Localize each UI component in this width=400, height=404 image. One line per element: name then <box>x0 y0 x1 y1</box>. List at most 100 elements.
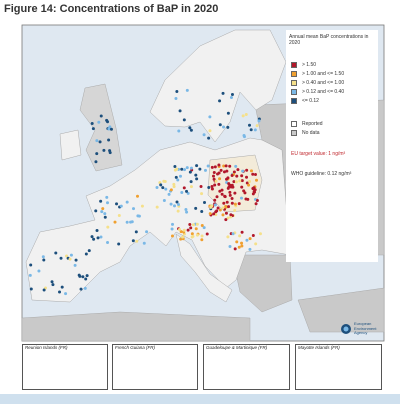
station-dot <box>213 203 217 207</box>
station-dot <box>79 287 83 291</box>
station-dot <box>65 254 69 258</box>
legend-label: > 0.40 and <= 1.00 <box>302 79 345 86</box>
station-dot <box>253 128 257 132</box>
station-dot <box>200 238 204 242</box>
station-dot <box>230 201 234 205</box>
station-dot <box>170 227 174 231</box>
logo-line: Agency <box>354 330 368 335</box>
station-dot <box>200 192 204 196</box>
station-dot <box>244 112 248 116</box>
station-dot <box>181 235 185 239</box>
station-dot <box>106 120 110 124</box>
station-dot <box>238 234 242 238</box>
station-dot <box>198 167 202 171</box>
station-dot <box>169 202 173 206</box>
station-dot <box>85 274 89 278</box>
station-dot <box>94 209 98 213</box>
station-dot <box>37 269 41 273</box>
station-dot <box>208 129 212 133</box>
station-dot <box>219 168 223 172</box>
station-dot <box>222 164 226 168</box>
legend-swatch <box>291 61 297 68</box>
station-dot <box>243 191 247 195</box>
station-dot <box>208 115 212 119</box>
station-dot <box>117 242 121 246</box>
station-dot <box>99 114 103 118</box>
figure-title: Figure 14: Concentrations of BaP in 2020 <box>4 3 219 15</box>
station-dot <box>77 273 81 277</box>
station-dot <box>182 118 186 122</box>
station-dot <box>191 223 195 227</box>
station-dot <box>194 206 198 210</box>
station-dot <box>217 163 221 167</box>
station-dot <box>239 196 243 200</box>
station-dot <box>69 253 73 257</box>
station-dot <box>101 207 105 211</box>
station-dot <box>207 185 211 189</box>
station-dot <box>185 166 189 170</box>
station-dot <box>241 114 245 118</box>
scandinavia <box>149 29 287 143</box>
legend: Annual mean BaP concentrations in 2020 >… <box>286 30 378 262</box>
station-dot <box>125 220 129 224</box>
station-dot <box>185 210 189 214</box>
legend-item: <= 0.12 <box>291 96 378 105</box>
station-dot <box>102 148 106 152</box>
station-dot <box>170 234 174 238</box>
station-dot <box>202 226 206 230</box>
station-dot <box>240 174 244 178</box>
station-dot <box>185 189 189 193</box>
balkans <box>231 254 293 313</box>
station-dot <box>208 212 212 216</box>
station-dot <box>199 184 203 188</box>
station-dot <box>226 235 230 239</box>
station-dot <box>249 169 253 173</box>
station-dot <box>99 235 103 239</box>
legend-swatch <box>291 88 297 95</box>
station-dot <box>226 176 230 180</box>
station-dot <box>226 216 230 220</box>
station-dot <box>218 189 222 193</box>
station-dot <box>218 123 222 127</box>
station-dot <box>68 257 72 261</box>
station-dot <box>176 203 180 207</box>
legend-swatch <box>291 97 297 104</box>
station-dot <box>216 206 220 210</box>
station-dot <box>172 204 176 208</box>
station-dot <box>247 183 251 187</box>
station-dot <box>172 182 176 186</box>
inset-map: Mayotte Islands (FR) <box>295 344 382 390</box>
station-dot <box>107 127 111 131</box>
bottom-bar <box>0 394 400 404</box>
station-dot <box>185 88 189 92</box>
eu-target: EU target value: 1 ng/m³ <box>291 151 346 157</box>
station-dot <box>214 179 218 183</box>
station-dot <box>233 247 237 251</box>
station-dot <box>190 232 194 236</box>
station-dot <box>113 220 117 224</box>
great-britain <box>79 83 123 172</box>
station-dot <box>222 170 226 174</box>
station-dot <box>228 193 232 197</box>
station-dot <box>64 292 68 296</box>
station-dot <box>225 169 229 173</box>
station-dot <box>217 182 221 186</box>
station-dot <box>180 190 184 194</box>
who-guideline: WHO guideline: 0.12 ng/m³ <box>291 171 352 177</box>
station-dot <box>95 229 99 233</box>
station-dot <box>211 174 215 178</box>
station-dot <box>186 228 190 232</box>
station-dot <box>240 185 244 189</box>
station-dot <box>195 164 199 168</box>
station-dot <box>235 240 239 244</box>
station-dot <box>195 222 199 226</box>
station-dot <box>129 220 133 224</box>
logo: European Environment Agency <box>340 321 376 336</box>
station-dot <box>223 195 227 199</box>
station-dot <box>253 188 257 192</box>
legend-label: <= 0.12 <box>302 97 319 104</box>
inset-label: Reunion Islands (FR) <box>25 345 68 350</box>
station-dot <box>215 195 219 199</box>
station-dot <box>244 197 248 201</box>
station-dot <box>222 201 226 205</box>
